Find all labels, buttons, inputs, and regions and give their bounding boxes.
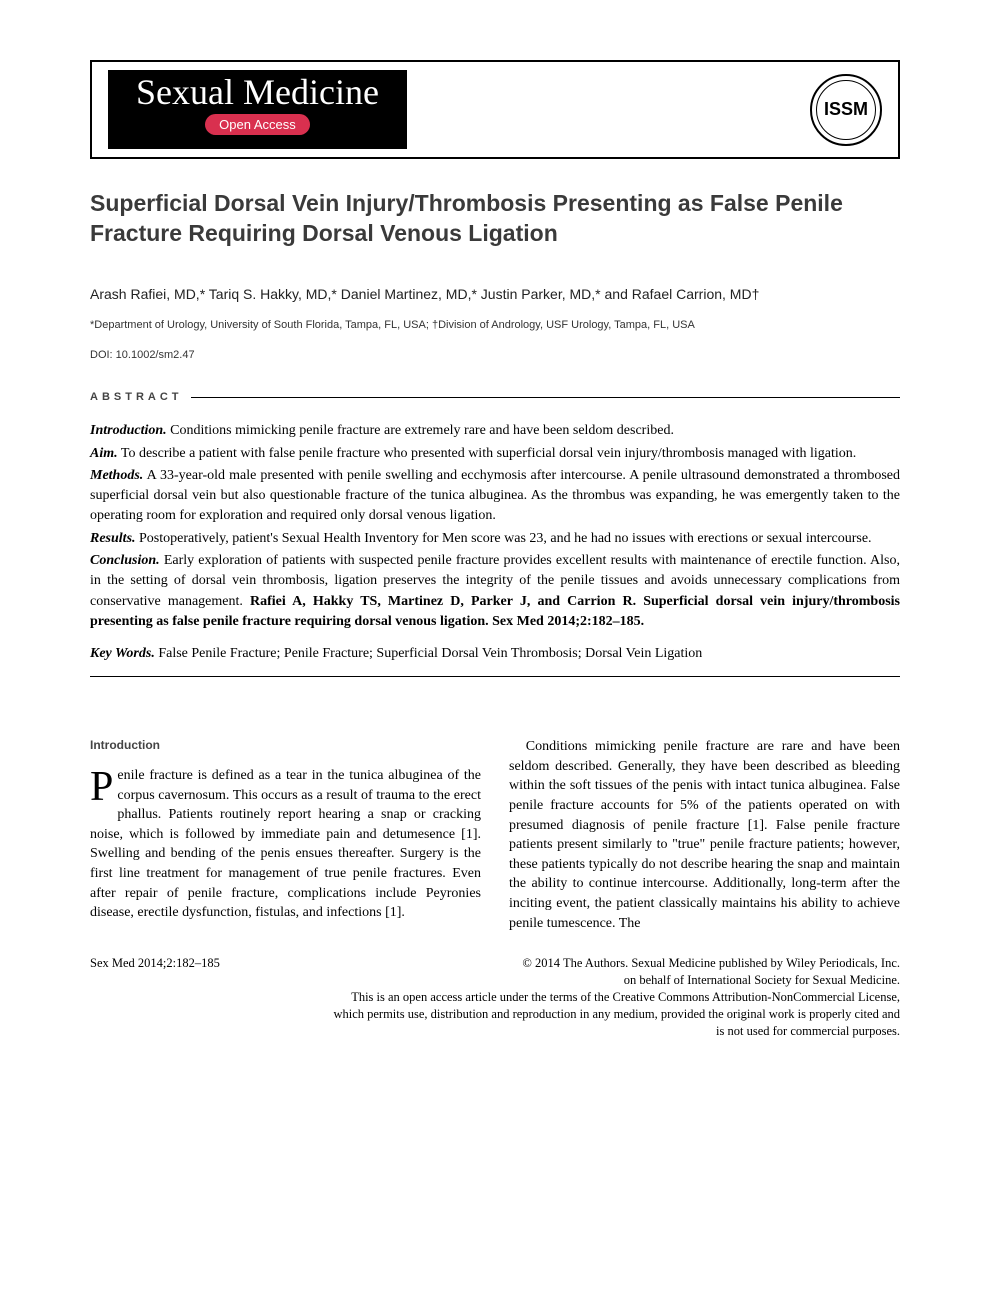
abstract-results-label: Results. (90, 531, 136, 546)
abstract-aim-label: Aim. (90, 446, 118, 461)
journal-header: Sexual Medicine Open Access ISSM (90, 60, 900, 159)
footer-license-3: is not used for commercial purposes. (90, 1023, 900, 1040)
keywords: Key Words. False Penile Fracture; Penile… (90, 646, 900, 662)
journal-name: Sexual Medicine (136, 74, 379, 110)
issm-logo-icon: ISSM (810, 74, 882, 146)
abstract-heading: ABSTRACT (90, 391, 900, 403)
abstract-introduction: Introduction. Conditions mimicking penil… (90, 421, 900, 441)
journal-title-block: Sexual Medicine Open Access (108, 70, 407, 149)
abstract-body: Introduction. Conditions mimicking penil… (90, 421, 900, 632)
abstract-methods-text: A 33-year-old male presented with penile… (90, 468, 900, 524)
footer-copyright-2: on behalf of International Society for S… (90, 972, 900, 989)
author-list: Arash Rafiei, MD,* Tariq S. Hakky, MD,* … (90, 285, 900, 305)
intro-heading: Introduction (90, 737, 481, 754)
footer-top-row: Sex Med 2014;2:182–185 © 2014 The Author… (90, 955, 900, 972)
abstract-methods-label: Methods. (90, 468, 143, 483)
article-title: Superficial Dorsal Vein Injury/Thrombosi… (90, 189, 900, 249)
doi: DOI: 10.1002/sm2.47 (90, 349, 900, 361)
issm-logo-text: ISSM (824, 99, 868, 120)
footer-license-1: This is an open access article under the… (90, 989, 900, 1006)
abstract-intro-text: Conditions mimicking penile fracture are… (167, 423, 674, 438)
intro-para-1-text: enile fracture is defined as a tear in t… (90, 768, 481, 920)
keywords-text: False Penile Fracture; Penile Fracture; … (155, 646, 702, 661)
footer-license-2: which permits use, distribution and repr… (90, 1006, 900, 1023)
page-footer: Sex Med 2014;2:182–185 © 2014 The Author… (90, 955, 900, 1039)
abstract-aim: Aim. To describe a patient with false pe… (90, 444, 900, 464)
keywords-label: Key Words. (90, 646, 155, 661)
abstract-conclusion: Conclusion. Early exploration of patient… (90, 551, 900, 632)
intro-para-2: Conditions mimicking penile fracture are… (509, 737, 900, 933)
article-body: Introduction Penile fracture is defined … (90, 737, 900, 933)
abstract-methods: Methods. A 33-year-old male presented wi… (90, 466, 900, 527)
abstract-aim-text: To describe a patient with false penile … (118, 446, 857, 461)
footer-copyright-1: © 2014 The Authors. Sexual Medicine publ… (522, 955, 900, 972)
footer-citation: Sex Med 2014;2:182–185 (90, 955, 220, 972)
abstract-results: Results. Postoperatively, patient's Sexu… (90, 529, 900, 549)
affiliations: *Department of Urology, University of So… (90, 318, 900, 333)
abstract-results-text: Postoperatively, patient's Sexual Health… (136, 531, 872, 546)
dropcap: P (90, 766, 117, 806)
abstract-heading-text: ABSTRACT (90, 391, 183, 403)
abstract-divider (90, 676, 900, 677)
abstract-intro-label: Introduction. (90, 423, 167, 438)
open-access-badge: Open Access (205, 114, 310, 135)
abstract-conclusion-label: Conclusion. (90, 553, 160, 568)
intro-para-1: Penile fracture is defined as a tear in … (90, 766, 481, 923)
